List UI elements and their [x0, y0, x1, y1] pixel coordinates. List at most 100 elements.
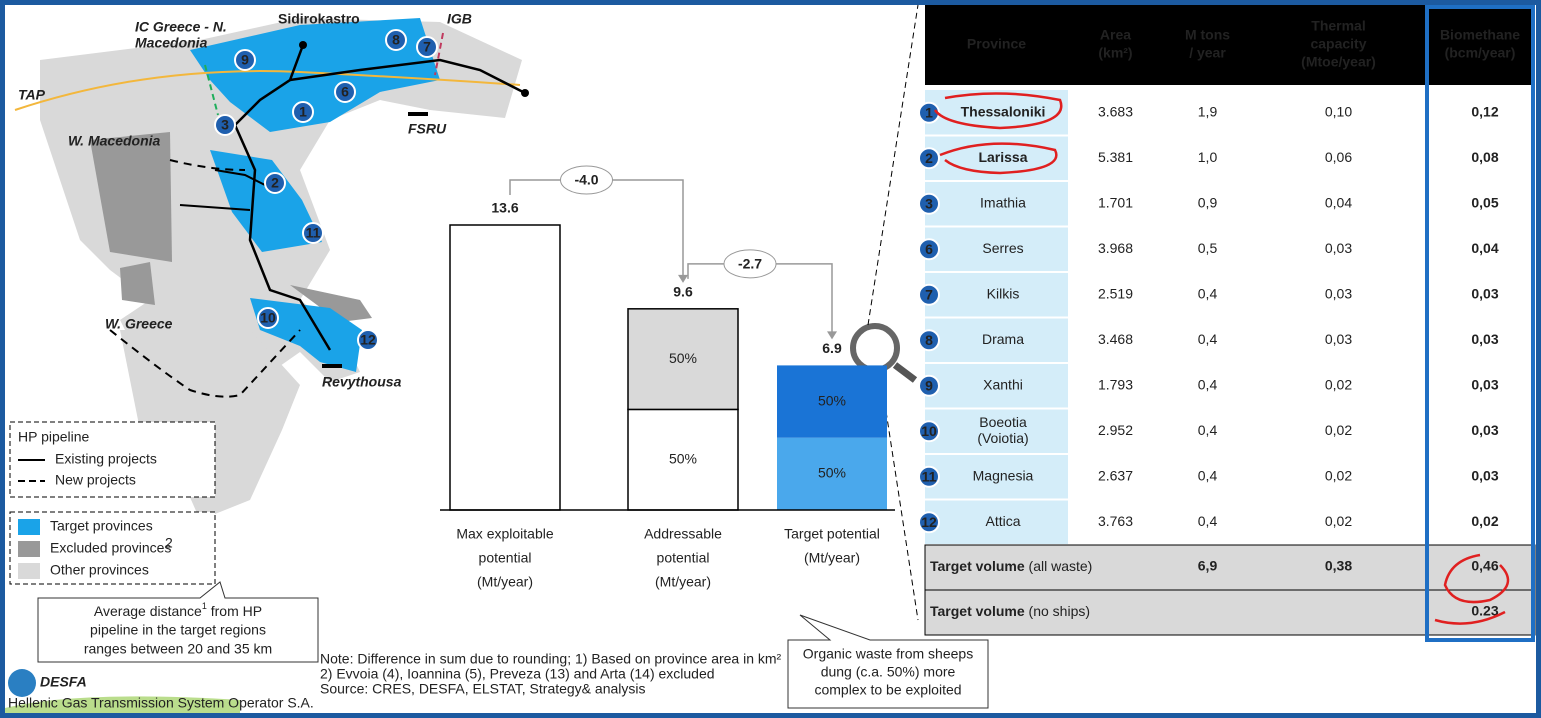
map-badge	[416, 36, 438, 58]
footer-label: Target volume (all waste)	[930, 558, 1092, 574]
map-badge-label: 1	[299, 104, 307, 120]
cell: 0,4	[1198, 422, 1218, 438]
province: Larissa	[978, 149, 1027, 165]
map-badge-label: 9	[241, 52, 249, 68]
footer-cell: 0,38	[1325, 558, 1352, 574]
legend-entry: Excluded provinces	[50, 540, 171, 556]
cell: 0,03	[1471, 422, 1498, 438]
cell: 0,02	[1325, 422, 1352, 438]
cell: 3.683	[1098, 103, 1133, 119]
callout-text: Organic waste from sheeps	[803, 646, 973, 662]
logo-name: DESFA	[40, 674, 87, 690]
footer-cell: 0.23	[1471, 603, 1498, 619]
footer-qualifier: (all waste)	[1025, 558, 1093, 574]
delta-bubble	[723, 249, 777, 279]
highlight-circle	[1434, 553, 1510, 625]
segment-label: 50%	[818, 392, 846, 408]
arrow-head	[678, 274, 688, 283]
note: Source: CRES, DESFA, ELSTAT, Strategy& a…	[320, 681, 646, 697]
cell: 0,06	[1325, 149, 1352, 165]
row-badge	[918, 192, 940, 215]
cell: 0,02	[1325, 467, 1352, 483]
cell: 0,4	[1198, 513, 1218, 529]
row-badge-label: 2	[925, 150, 933, 166]
category-label: (Mt/year)	[804, 550, 860, 566]
map-badge	[264, 172, 286, 194]
row-badge	[918, 374, 940, 397]
map-label: IC Greece - N.	[135, 19, 227, 35]
cell: 0,02	[1471, 513, 1498, 529]
footer-qualifier: (no ships)	[1025, 603, 1090, 619]
callout-text: dung (c.a. 50%) more	[821, 664, 956, 680]
province: Drama	[982, 331, 1024, 347]
province: Kilkis	[987, 285, 1020, 301]
callout-waste-box	[787, 614, 989, 709]
cell: 3.968	[1098, 240, 1133, 256]
cell: 2.952	[1098, 422, 1133, 438]
cell: 1,9	[1198, 103, 1218, 119]
header-label: (bcm/year)	[1445, 45, 1516, 61]
legend-entry: New projects	[55, 472, 136, 488]
row-badge-label: 3	[925, 195, 933, 211]
legend-title: HP pipeline	[18, 429, 90, 445]
footer-label: Target volume	[930, 603, 1025, 619]
map-label: Macedonia	[135, 35, 208, 51]
row-badge	[918, 283, 940, 306]
footer-cell: 0,46	[1471, 558, 1498, 574]
row-badge	[918, 511, 940, 534]
map-badge-label: 11	[306, 225, 321, 241]
cell: 0,12	[1471, 103, 1498, 119]
footer-bg	[924, 544, 1536, 591]
delta-bubble	[560, 165, 613, 195]
row-badge-label: 1	[925, 104, 933, 120]
map-label: FSRU	[408, 121, 447, 137]
row-badge-label: 11	[922, 468, 937, 484]
map-badge-label: 2	[271, 175, 279, 191]
map-badge-label: 7	[423, 39, 431, 55]
cell: 2.519	[1098, 285, 1133, 301]
bar-segment	[777, 437, 887, 510]
row-badge	[918, 147, 940, 170]
cell: 3.468	[1098, 331, 1133, 347]
cell: 0,02	[1325, 513, 1352, 529]
cell: 0,05	[1471, 194, 1498, 210]
logo-tagline: Hellenic Gas Transmission System Operato…	[8, 695, 314, 711]
legend	[9, 421, 216, 585]
highlight-circle	[939, 142, 1058, 175]
table: Province Area (km²) M tons / year Thermal capa…	[918, 5, 1536, 642]
row-badge	[918, 420, 940, 443]
category-label: potential	[657, 550, 710, 566]
province: (Voiotia)	[977, 430, 1028, 446]
header-label: / year	[1189, 45, 1226, 61]
footer-label: Target volume (no ships)	[930, 603, 1090, 619]
map-label: Sidirokastro	[278, 11, 360, 27]
footer-label: Target volume	[930, 558, 1025, 574]
row-badge-label: 8	[925, 332, 933, 348]
map-badge	[257, 307, 279, 329]
cell: 0,04	[1471, 240, 1498, 256]
delta-label: -4.0	[574, 172, 598, 188]
map-label: Revythousa	[322, 374, 402, 390]
header-label: Province	[967, 36, 1026, 52]
province: Imathia	[980, 194, 1026, 210]
bar-segment	[627, 408, 739, 511]
note: Note: Difference in sum due to rounding;…	[320, 651, 782, 667]
row-badge	[918, 465, 940, 488]
cell: 0,03	[1471, 285, 1498, 301]
magnifier	[850, 4, 919, 621]
callout-sup: 1	[202, 601, 207, 611]
cell: 0,08	[1471, 149, 1498, 165]
callout-text: ranges between 20 and 35 km	[84, 641, 272, 657]
row-badge-label: 7	[925, 286, 933, 302]
cell: 0,9	[1198, 194, 1218, 210]
category-label: (Mt/year)	[655, 574, 711, 590]
cell: 0,4	[1198, 467, 1218, 483]
province: Attica	[985, 513, 1020, 529]
province: Magnesia	[973, 467, 1034, 483]
header-label: Thermal	[1311, 18, 1365, 34]
province: Boeotia	[979, 414, 1027, 430]
highlight-circle	[933, 92, 1063, 130]
map-label: TAP	[18, 87, 46, 103]
callout-text: pipeline in the target regions	[90, 622, 266, 638]
category-label: potential	[479, 550, 532, 566]
